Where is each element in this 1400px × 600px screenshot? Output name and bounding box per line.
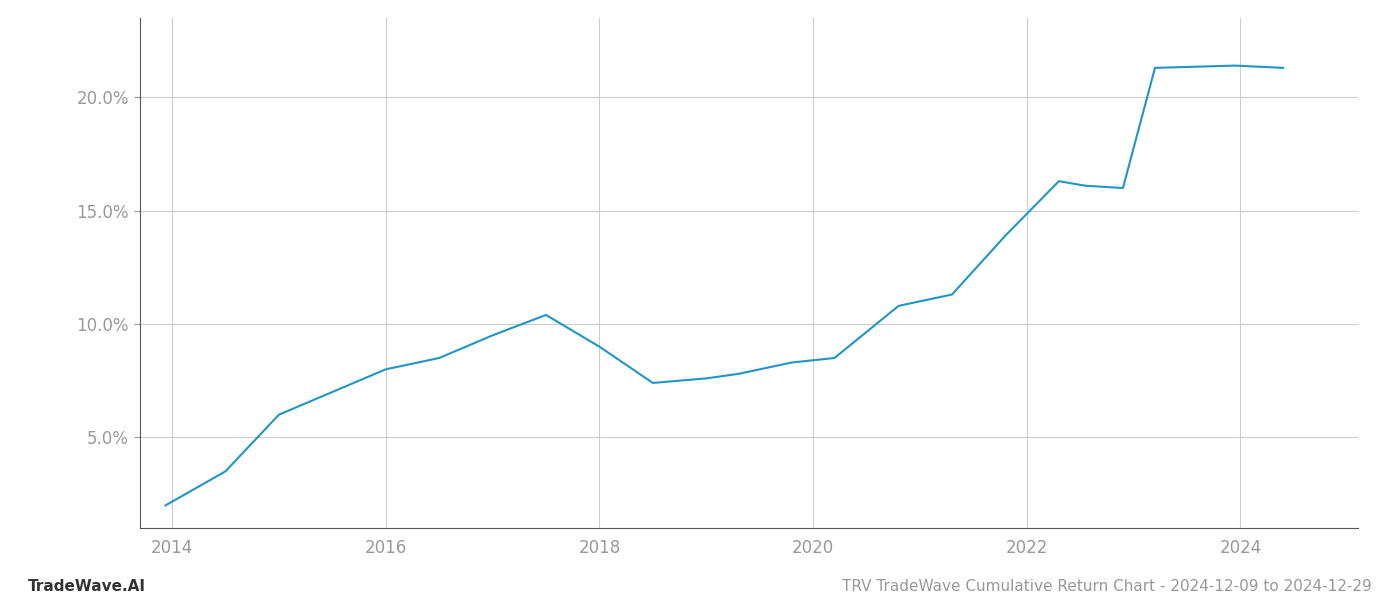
Text: TRV TradeWave Cumulative Return Chart - 2024-12-09 to 2024-12-29: TRV TradeWave Cumulative Return Chart - … — [843, 579, 1372, 594]
Text: TradeWave.AI: TradeWave.AI — [28, 579, 146, 594]
